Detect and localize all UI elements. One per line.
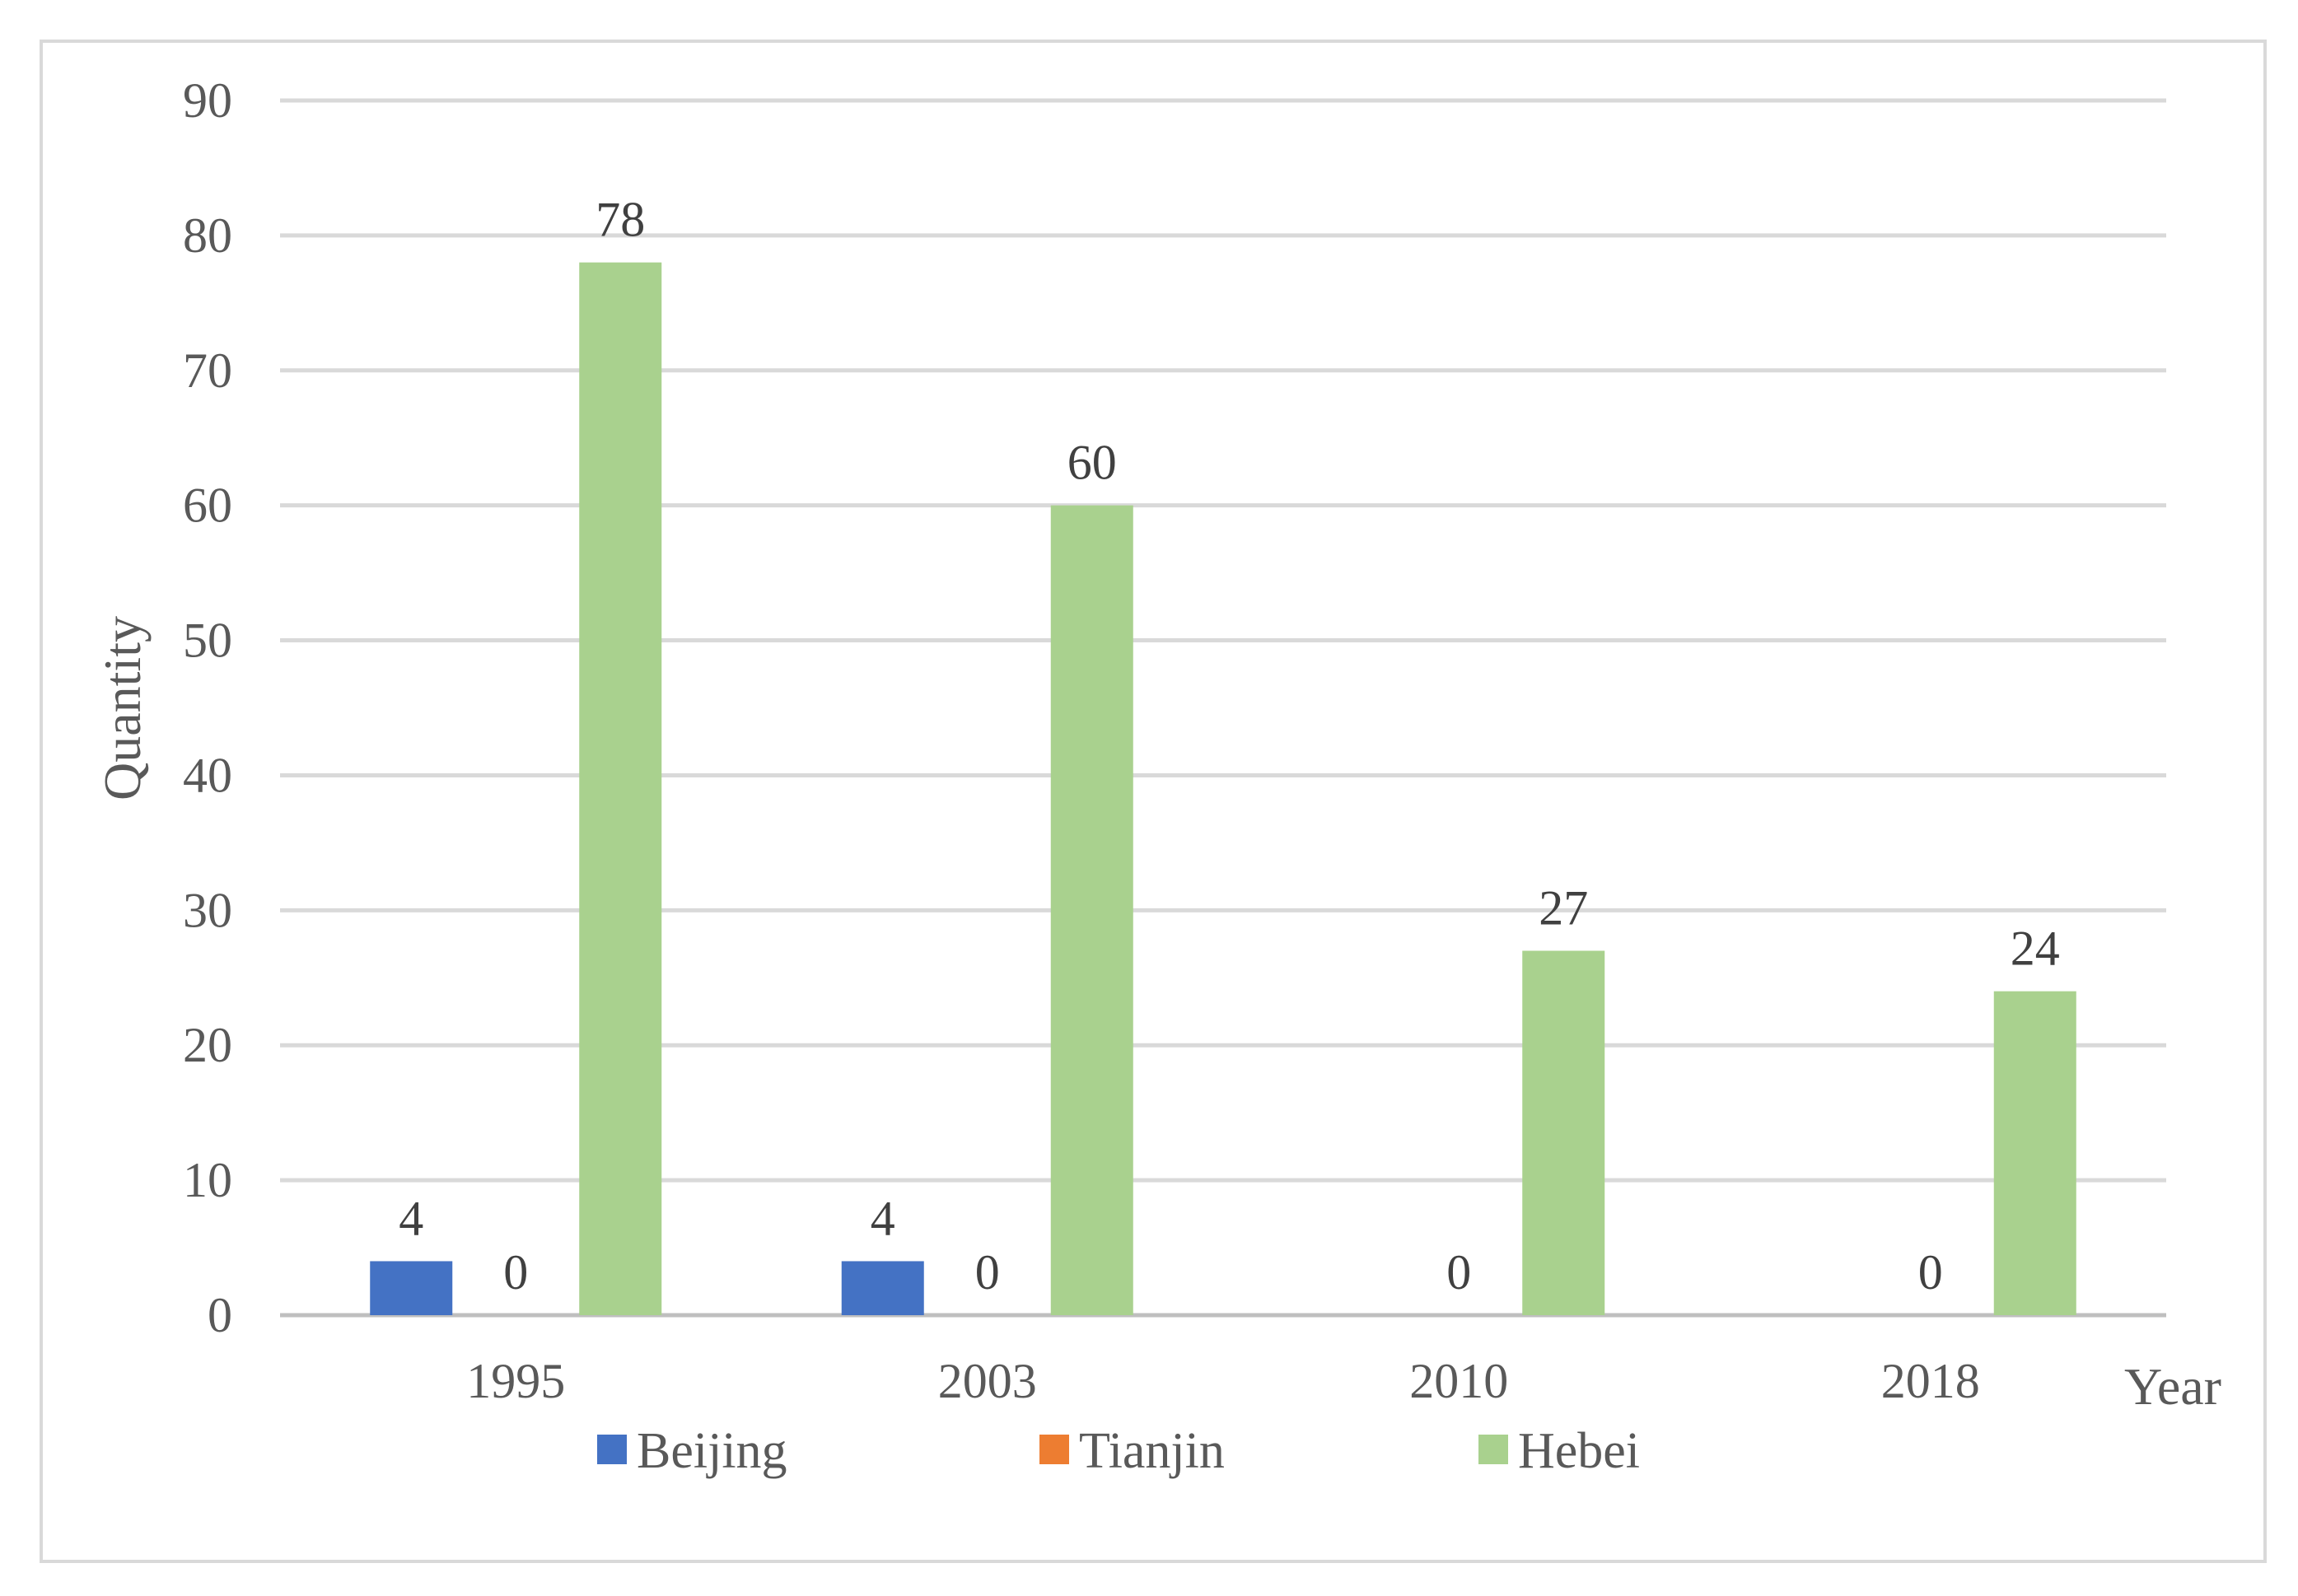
data-label: 4 — [399, 1191, 423, 1245]
y-tick-label: 60 — [183, 478, 232, 533]
y-tick-label: 0 — [208, 1288, 232, 1342]
legend: Beijing Tianjin Hebei — [597, 1423, 1640, 1479]
y-tick-label: 80 — [183, 208, 232, 263]
legend-swatch-hebei — [1478, 1435, 1508, 1464]
x-tick-label: 1995 — [466, 1354, 565, 1408]
y-tick-label: 90 — [183, 73, 232, 128]
x-axis-title: Year — [2124, 1357, 2221, 1416]
bar-beijing-2003 — [841, 1261, 924, 1315]
legend-label-hebei: Hebei — [1518, 1423, 1640, 1479]
legend-swatch-beijing — [597, 1435, 627, 1464]
y-tick-label: 40 — [183, 748, 232, 802]
bars — [370, 262, 2076, 1316]
data-label: 0 — [1446, 1245, 1471, 1300]
data-label: 4 — [871, 1191, 895, 1245]
y-axis-title: Quantity — [93, 616, 152, 800]
bar-hebei-2003 — [1050, 505, 1133, 1315]
y-tick-label: 70 — [183, 343, 232, 398]
legend-swatch-tianjin — [1039, 1435, 1069, 1464]
data-label: 78 — [596, 193, 645, 247]
legend-label-tianjin: Tianjin — [1079, 1423, 1225, 1479]
x-tick-label: 2010 — [1409, 1354, 1508, 1408]
data-label: 60 — [1067, 436, 1117, 490]
gridlines — [280, 98, 2166, 1318]
data-labels: 4 0 78 4 0 60 0 27 0 24 — [399, 193, 2060, 1300]
bar-hebei-2010 — [1522, 950, 1605, 1315]
bar-hebei-1995 — [579, 262, 662, 1316]
legend-label-beijing: Beijing — [637, 1423, 787, 1479]
bar-beijing-1995 — [370, 1261, 453, 1315]
x-axis-ticks: 1995 2003 2010 2018 — [466, 1354, 1980, 1408]
y-axis-ticks: 0 10 20 30 40 50 60 70 80 90 — [183, 73, 232, 1342]
data-label: 27 — [1539, 881, 1588, 936]
y-tick-label: 10 — [183, 1153, 232, 1207]
bar-hebei-2018 — [1993, 991, 2076, 1315]
data-label: 0 — [975, 1245, 1000, 1300]
y-tick-label: 30 — [183, 883, 232, 937]
y-tick-label: 20 — [183, 1018, 232, 1072]
y-tick-label: 50 — [183, 614, 232, 668]
data-label: 0 — [503, 1245, 528, 1300]
data-label: 24 — [2011, 922, 2060, 976]
data-label: 0 — [1918, 1245, 1943, 1300]
x-tick-label: 2003 — [938, 1354, 1037, 1408]
x-tick-label: 2018 — [1881, 1354, 1980, 1408]
